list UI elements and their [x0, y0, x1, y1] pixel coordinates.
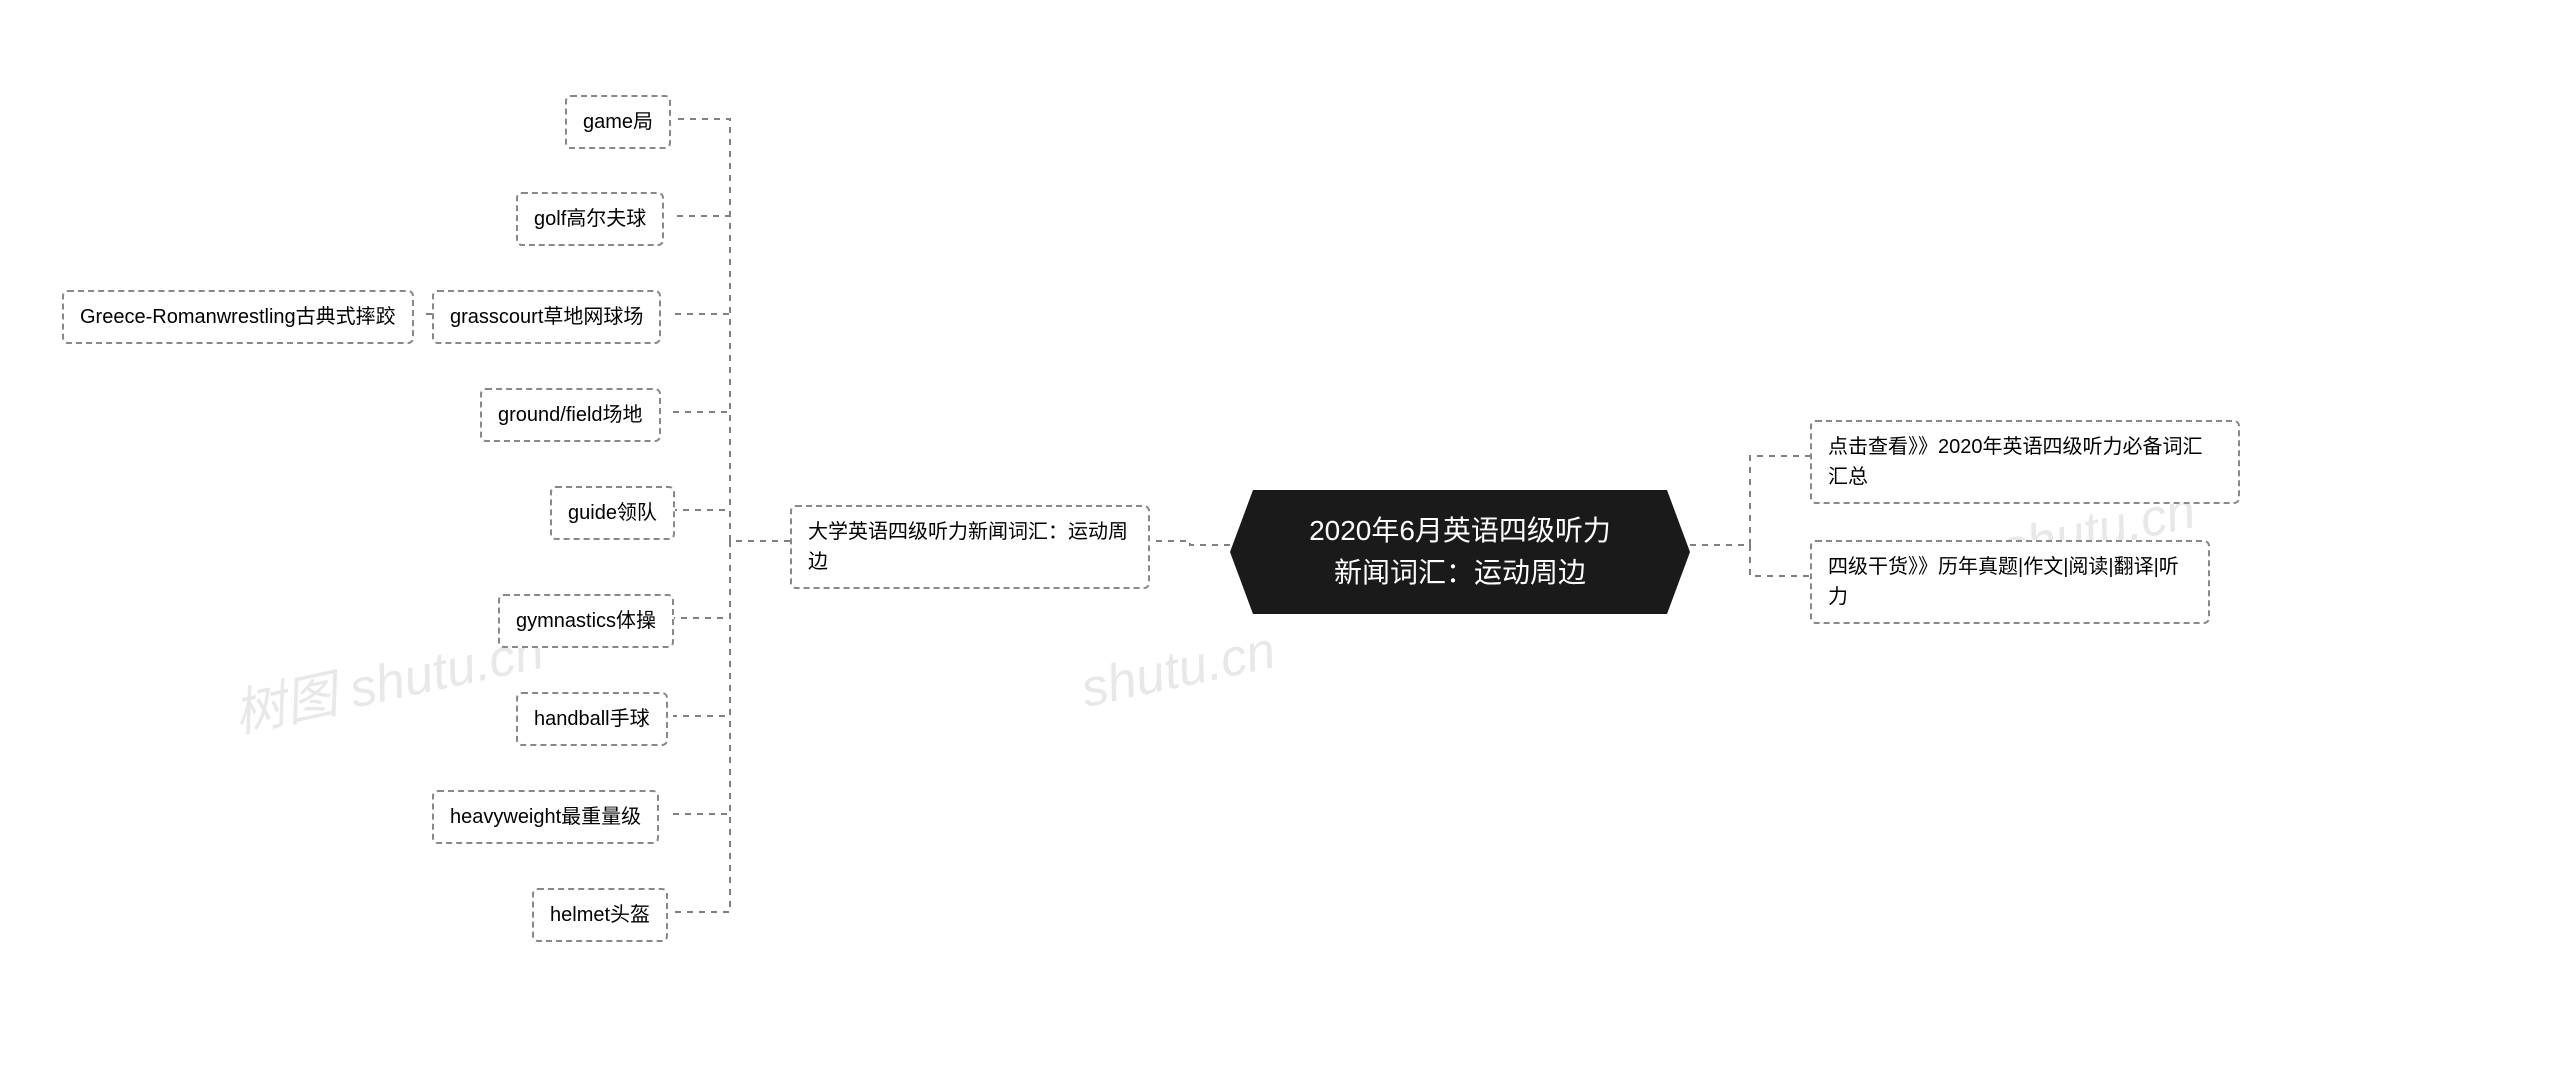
deep-left-text: Greece-Romanwrestling古典式摔跤: [80, 306, 396, 328]
gc-5-text: gymnastics体操: [516, 610, 656, 632]
gc-4: guide领队: [550, 486, 675, 540]
gc-8: helmet头盔: [532, 888, 668, 942]
gc-5: gymnastics体操: [498, 594, 674, 648]
root-text: 2020年6月英语四级听力新闻词汇：运动周边: [1309, 515, 1611, 588]
gc-6-text: handball手球: [534, 708, 650, 730]
root-node: 2020年6月英语四级听力新闻词汇：运动周边: [1230, 490, 1690, 614]
gc-7: heavyweight最重量级: [432, 790, 659, 844]
gc-3-text: ground/field场地: [498, 404, 643, 426]
gc-1: golf高尔夫球: [516, 192, 664, 246]
gc-0: game局: [565, 95, 671, 149]
right-child-0-text: 点击查看》》2020年英语四级听力必备词汇汇总: [1828, 436, 2203, 488]
deep-left: Greece-Romanwrestling古典式摔跤: [62, 290, 414, 344]
gc-1-text: golf高尔夫球: [534, 208, 646, 230]
gc-4-text: guide领队: [568, 502, 657, 524]
left-child: 大学英语四级听力新闻词汇：运动周边: [790, 505, 1150, 589]
gc-3: ground/field场地: [480, 388, 661, 442]
right-child-1: 四级干货》》历年真题|作文|阅读|翻译|听力: [1810, 540, 2210, 624]
left-child-text: 大学英语四级听力新闻词汇：运动周边: [808, 521, 1128, 573]
right-child-0: 点击查看》》2020年英语四级听力必备词汇汇总: [1810, 420, 2240, 504]
right-child-1-text: 四级干货》》历年真题|作文|阅读|翻译|听力: [1828, 556, 2179, 608]
gc-2: grasscourt草地网球场: [432, 290, 661, 344]
gc-2-text: grasscourt草地网球场: [450, 306, 643, 328]
gc-7-text: heavyweight最重量级: [450, 806, 641, 828]
gc-0-text: game局: [583, 111, 653, 133]
watermark-2: shutu.cn: [1076, 620, 1281, 720]
gc-6: handball手球: [516, 692, 668, 746]
gc-8-text: helmet头盔: [550, 904, 650, 926]
